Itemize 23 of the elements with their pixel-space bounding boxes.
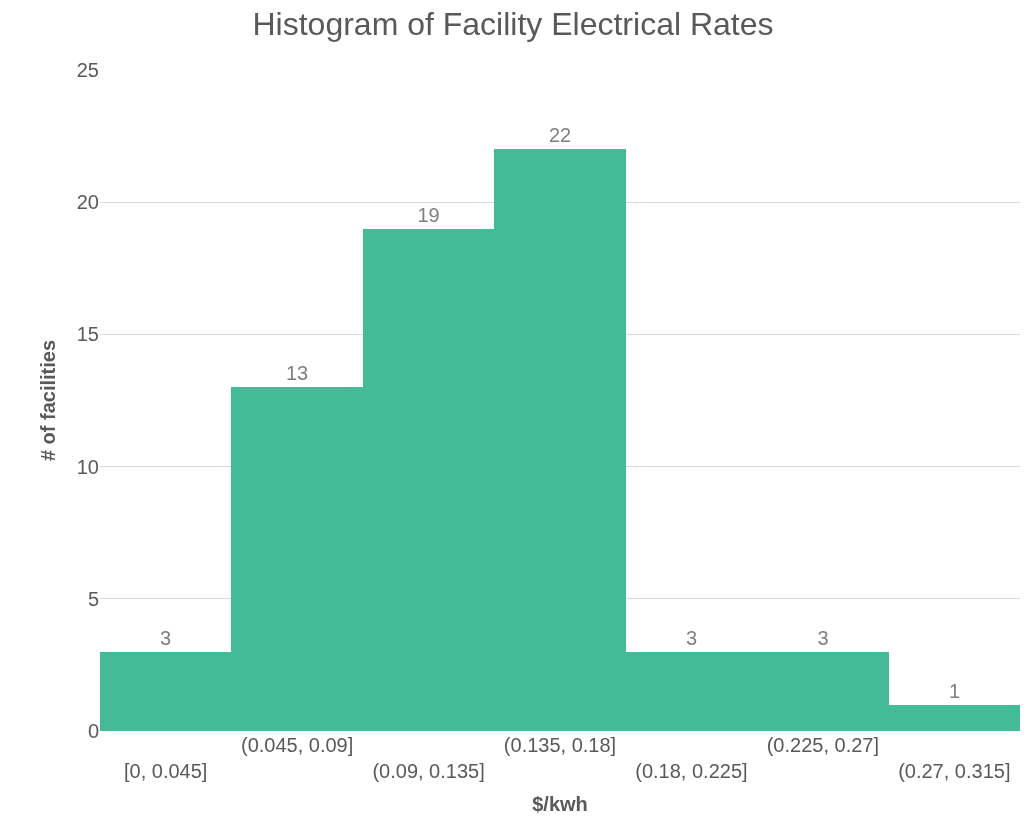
y-tick-label: 10 [76, 455, 99, 478]
chart-title: Histogram of Facility Electrical Rates [252, 5, 774, 42]
data-label: 13 [285, 362, 309, 384]
x-tick-label: (0.045, 0.09] [240, 734, 354, 756]
y-tick-label: 15 [76, 323, 99, 346]
y-tick-label: 25 [76, 59, 99, 81]
x-tick-label: (0.27, 0.315] [898, 760, 1011, 782]
x-tick-label: (0.18, 0.225] [635, 760, 748, 782]
data-label: 3 [817, 627, 829, 649]
x-tick-label: (0.225, 0.27] [766, 734, 880, 756]
data-label: 19 [417, 204, 440, 226]
data-label: 22 [548, 124, 572, 146]
data-label: 1 [948, 680, 961, 702]
data-label: 3 [159, 627, 172, 649]
x-tick-label: (0.135, 0.18] [503, 734, 617, 756]
x-tick-label: (0.09, 0.135] [372, 760, 485, 782]
y-axis-title: # of facilities [37, 339, 60, 462]
data-label: 3 [685, 627, 698, 649]
y-tick-label: 0 [87, 720, 99, 742]
y-tick-label: 20 [76, 191, 99, 214]
x-axis-title: $/kwh [532, 792, 588, 815]
x-tick-label: [0, 0.045] [124, 760, 208, 782]
y-tick-label: 5 [87, 587, 99, 610]
